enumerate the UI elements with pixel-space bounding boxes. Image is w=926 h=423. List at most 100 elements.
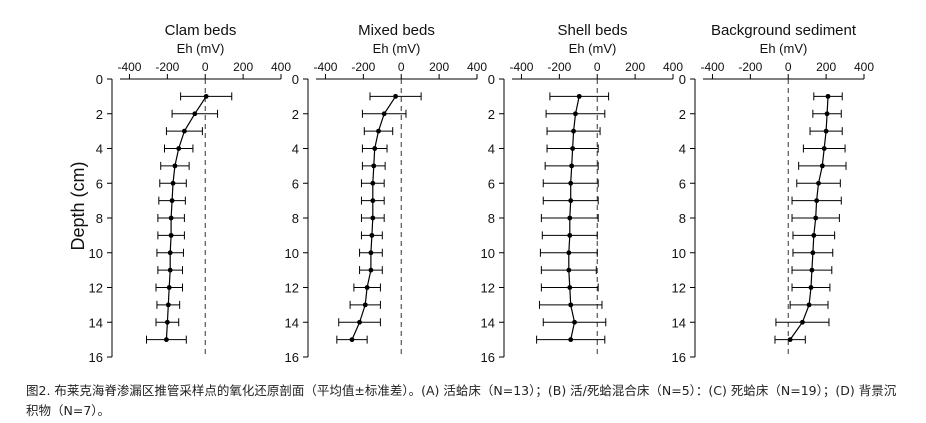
- y-tick-label: 6: [96, 176, 103, 191]
- data-point: [811, 232, 817, 238]
- x-tick-label: -400: [117, 60, 141, 74]
- data-point: [567, 215, 573, 221]
- data-point: [800, 319, 805, 325]
- data-point: [825, 93, 831, 99]
- data-point: [167, 267, 173, 273]
- y-tick-label: 4: [679, 142, 686, 157]
- data-point: [349, 337, 355, 343]
- data-point: [164, 319, 170, 325]
- data-point: [172, 163, 178, 169]
- y-tick-label: 16: [672, 350, 686, 365]
- data-point: [168, 232, 174, 238]
- y-tick-label: 8: [96, 211, 103, 226]
- y-tick-label: 2: [96, 107, 103, 122]
- x-tick-label: -200: [155, 60, 179, 74]
- x-tick-label: 400: [854, 60, 874, 74]
- x-tick-label: 0: [398, 60, 405, 74]
- y-tick-label: 6: [679, 176, 686, 191]
- y-tick-label: 12: [672, 281, 686, 296]
- x-axis-label: Eh (mV): [569, 41, 617, 56]
- y-tick-label: 14: [481, 315, 495, 330]
- data-point: [370, 198, 376, 204]
- y-tick-label: 14: [285, 315, 299, 330]
- data-point: [567, 285, 573, 290]
- y-tick-label: 8: [679, 211, 686, 226]
- data-point: [357, 319, 362, 325]
- x-tick-label: -200: [738, 60, 762, 74]
- y-tick-label: 12: [89, 281, 103, 296]
- data-point: [364, 285, 370, 290]
- data-point: [169, 198, 175, 204]
- chart-title: Clam beds: [165, 22, 237, 39]
- data-point: [568, 198, 574, 204]
- data-point: [816, 180, 821, 186]
- x-tick-label: -400: [313, 60, 337, 74]
- data-point: [168, 215, 174, 221]
- y-tick-label: 14: [89, 315, 103, 330]
- x-tick-label: 200: [816, 60, 836, 74]
- data-point: [370, 215, 376, 221]
- y-tick-label: 10: [285, 246, 299, 261]
- data-point: [568, 180, 574, 186]
- y-axis-label: Depth (cm): [68, 161, 88, 250]
- data-point: [182, 128, 187, 134]
- data-point: [821, 146, 827, 151]
- y-tick-label: 4: [488, 142, 495, 157]
- data-point: [570, 146, 576, 151]
- data-point: [164, 337, 169, 343]
- chart-title: Shell beds: [557, 22, 627, 39]
- y-tick-label: 0: [488, 72, 495, 87]
- data-point: [571, 128, 576, 134]
- chart-panel-1: Clam beds Eh (mV) -400 -200 0 200 400 0 2 4 6 8 10 12…: [89, 22, 292, 365]
- data-point: [368, 267, 374, 273]
- data-point: [203, 93, 209, 99]
- x-tick-label: 200: [429, 60, 449, 74]
- data-point: [170, 180, 176, 186]
- chart-panel-2: Mixed beds Eh (mV) -400 -200 0 200 400 0 2 4 6 8 10 1…: [285, 22, 488, 365]
- x-tick-label: 0: [785, 60, 792, 74]
- x-tick-label: -400: [700, 60, 724, 74]
- y-tick-label: 10: [89, 246, 103, 261]
- x-tick-label: 200: [625, 60, 645, 74]
- x-tick-label: -400: [509, 60, 533, 74]
- y-tick-label: 0: [679, 72, 686, 87]
- figure-caption: 图2. 布莱克海脊渗漏区推管采样点的氧化还原剖面（平均值±标准差）。(A) 活蛤…: [26, 383, 897, 418]
- x-tick-label: -200: [547, 60, 571, 74]
- y-tick-label: 16: [89, 350, 103, 365]
- data-point: [569, 163, 575, 169]
- data-point: [381, 111, 387, 117]
- data-point: [176, 146, 182, 151]
- data-point: [192, 111, 198, 117]
- data-point: [823, 128, 829, 134]
- x-axis-label: Eh (mV): [177, 41, 225, 56]
- y-tick-label: 0: [292, 72, 299, 87]
- data-point: [808, 285, 814, 290]
- x-tick-label: 200: [233, 60, 253, 74]
- data-point: [371, 163, 377, 169]
- data-point: [819, 163, 825, 169]
- data-point: [566, 250, 572, 256]
- data-point: [806, 302, 812, 308]
- y-tick-label: 8: [292, 211, 299, 226]
- data-point: [573, 111, 578, 117]
- data-point: [372, 146, 378, 151]
- y-tick-label: 10: [481, 246, 495, 261]
- data-point: [813, 215, 819, 221]
- y-tick-label: 16: [285, 350, 299, 365]
- y-tick-label: 10: [672, 246, 686, 261]
- data-point: [566, 267, 572, 273]
- x-tick-label: 0: [594, 60, 601, 74]
- y-tick-label: 6: [292, 176, 299, 191]
- data-point: [824, 111, 830, 117]
- y-tick-label: 4: [292, 142, 299, 157]
- y-tick-label: 12: [285, 281, 299, 296]
- data-point: [809, 267, 815, 273]
- chart-title: Mixed beds: [358, 22, 435, 39]
- data-point: [567, 232, 573, 238]
- data-point: [370, 180, 376, 186]
- y-tick-label: 6: [488, 176, 495, 191]
- data-point: [814, 198, 820, 204]
